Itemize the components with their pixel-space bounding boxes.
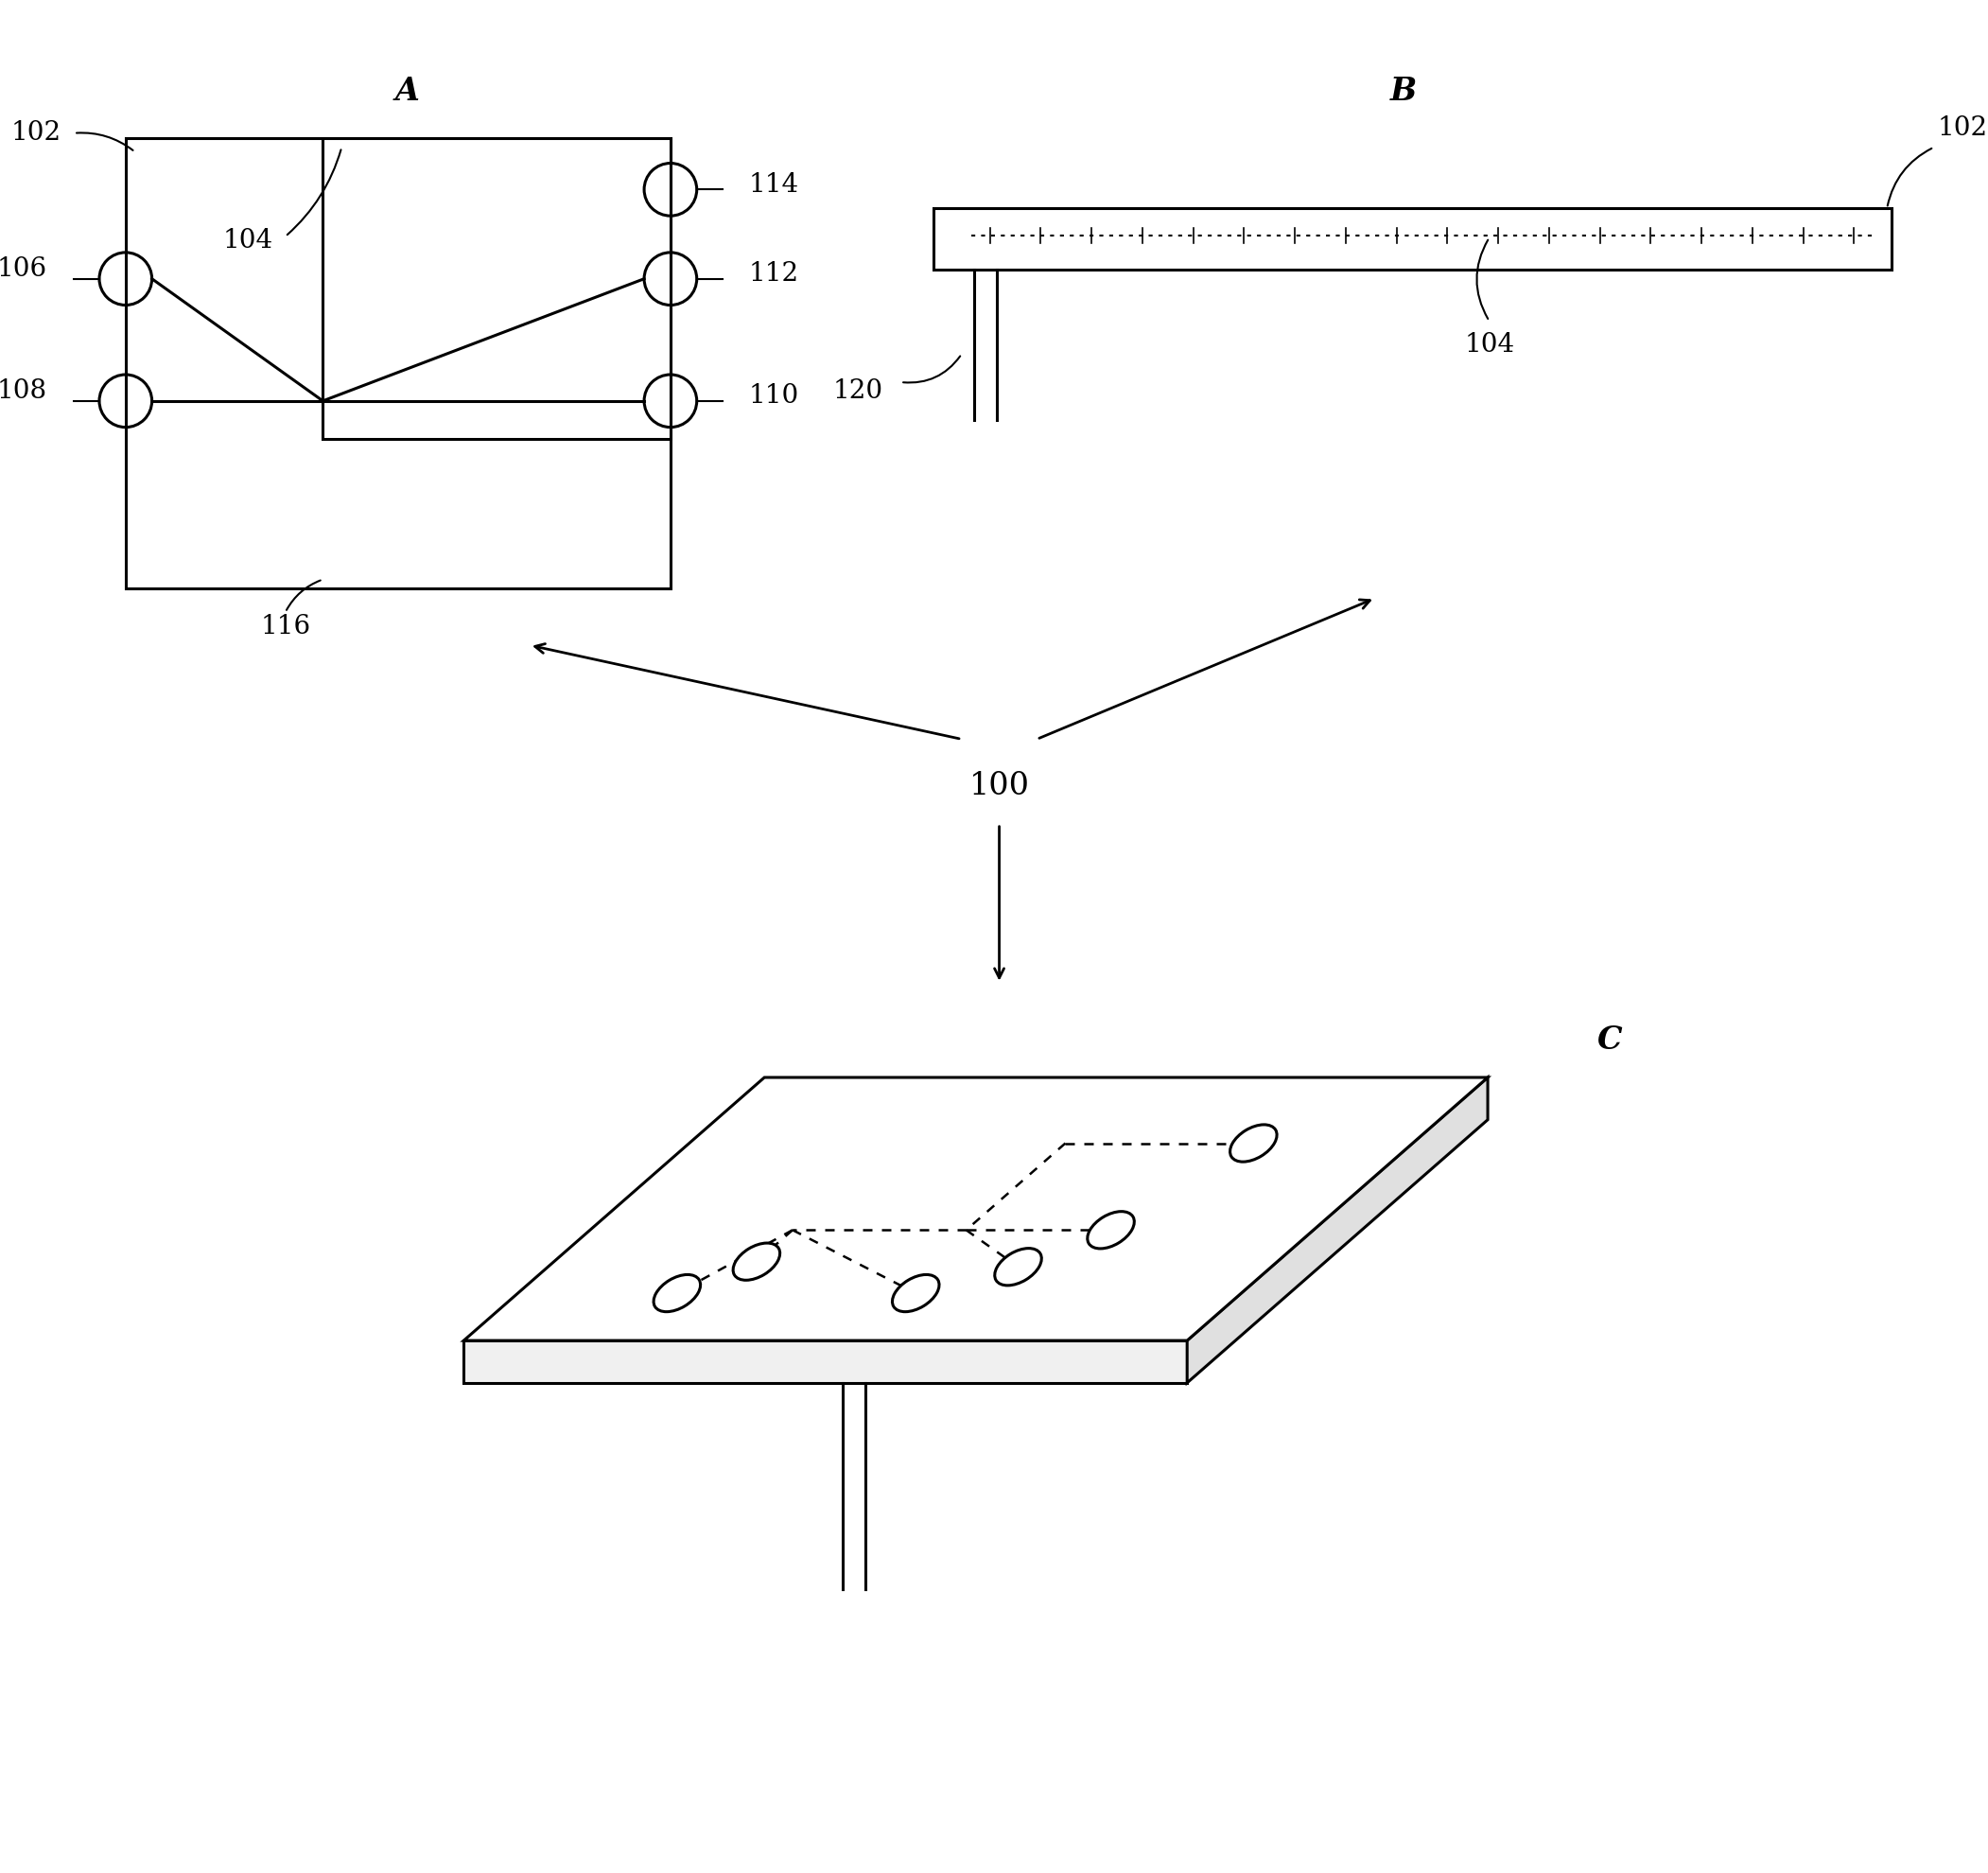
Text: 102: 102 — [1936, 116, 1988, 140]
Text: 106: 106 — [0, 257, 48, 283]
Text: 104: 104 — [1463, 332, 1515, 358]
Text: 112: 112 — [749, 262, 799, 287]
Polygon shape — [463, 1341, 1187, 1382]
Text: C: C — [1596, 1025, 1622, 1056]
Text: 102: 102 — [12, 120, 62, 146]
Bar — [125, 139, 670, 588]
Ellipse shape — [1231, 1124, 1276, 1161]
Bar — [934, 208, 1893, 270]
Ellipse shape — [893, 1276, 938, 1311]
Text: 114: 114 — [749, 172, 799, 197]
Text: 110: 110 — [749, 384, 799, 408]
Ellipse shape — [734, 1244, 779, 1279]
Text: 108: 108 — [0, 378, 48, 405]
Text: 120: 120 — [833, 378, 883, 405]
Polygon shape — [463, 1077, 1487, 1341]
Text: B: B — [1390, 75, 1417, 107]
Text: A: A — [396, 75, 419, 107]
Ellipse shape — [1087, 1212, 1135, 1249]
Text: 104: 104 — [223, 229, 272, 255]
Ellipse shape — [654, 1276, 700, 1311]
Bar — [322, 139, 670, 438]
Text: 100: 100 — [968, 772, 1030, 802]
Text: 116: 116 — [260, 614, 310, 639]
Ellipse shape — [994, 1247, 1042, 1285]
Polygon shape — [1187, 1077, 1487, 1382]
